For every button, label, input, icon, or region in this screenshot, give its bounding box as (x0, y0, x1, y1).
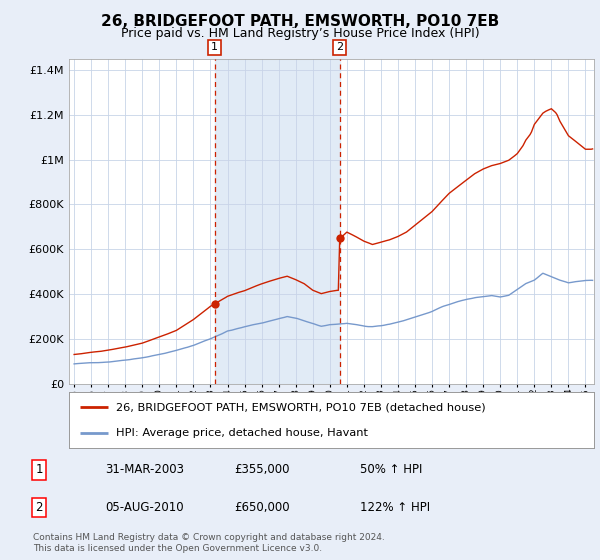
Text: 26, BRIDGEFOOT PATH, EMSWORTH, PO10 7EB (detached house): 26, BRIDGEFOOT PATH, EMSWORTH, PO10 7EB … (116, 402, 486, 412)
Text: 2: 2 (35, 501, 43, 514)
Text: 1: 1 (35, 463, 43, 476)
Text: Price paid vs. HM Land Registry’s House Price Index (HPI): Price paid vs. HM Land Registry’s House … (121, 27, 479, 40)
Text: 122% ↑ HPI: 122% ↑ HPI (360, 501, 430, 514)
Text: 2: 2 (336, 43, 343, 53)
Text: 50% ↑ HPI: 50% ↑ HPI (360, 463, 422, 476)
Text: 31-MAR-2003: 31-MAR-2003 (105, 463, 184, 476)
Text: 05-AUG-2010: 05-AUG-2010 (105, 501, 184, 514)
Text: £650,000: £650,000 (234, 501, 290, 514)
Text: Contains HM Land Registry data © Crown copyright and database right 2024.
This d: Contains HM Land Registry data © Crown c… (33, 534, 385, 553)
Text: 1: 1 (211, 43, 218, 53)
Text: HPI: Average price, detached house, Havant: HPI: Average price, detached house, Hava… (116, 428, 368, 438)
Bar (215, 59, 340, 384)
Text: 26, BRIDGEFOOT PATH, EMSWORTH, PO10 7EB: 26, BRIDGEFOOT PATH, EMSWORTH, PO10 7EB (101, 14, 499, 29)
Text: £355,000: £355,000 (234, 463, 290, 476)
